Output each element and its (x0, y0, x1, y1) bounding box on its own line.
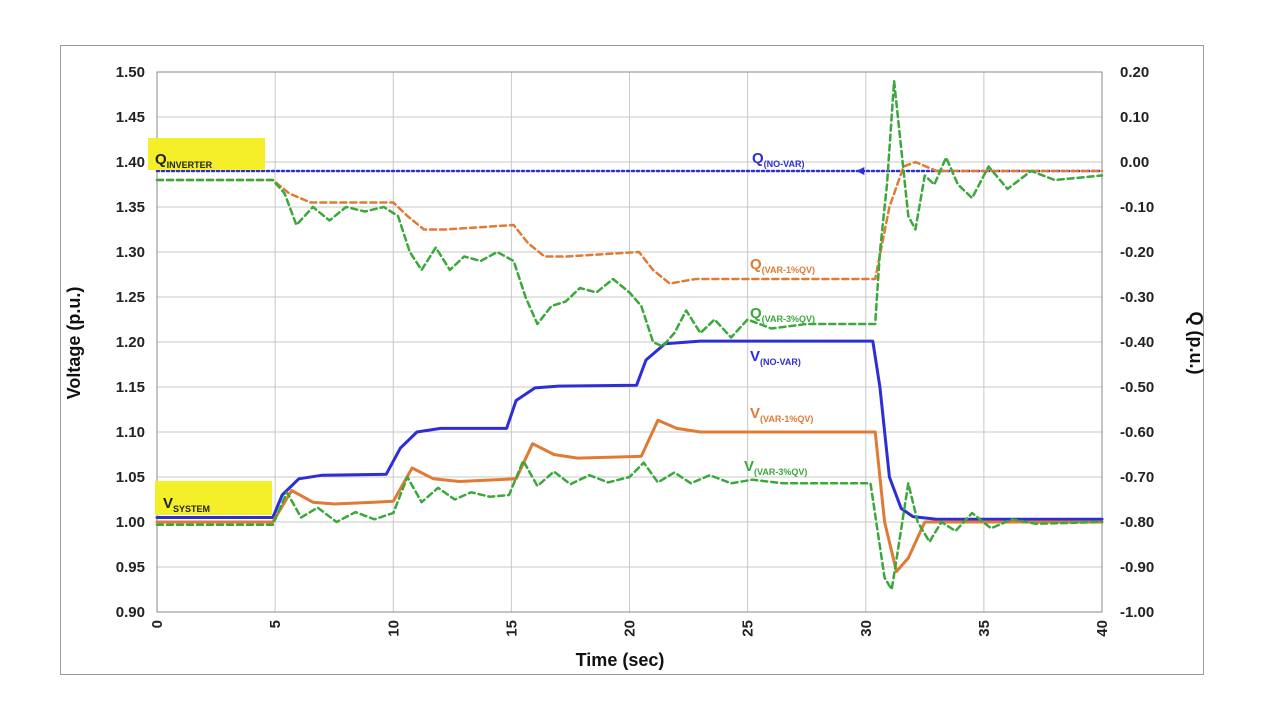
x-tick-label: 20 (622, 620, 639, 637)
x-tick-label: 10 (385, 620, 402, 637)
x-tick-label: 15 (503, 620, 520, 637)
x-tick-label: 30 (858, 620, 875, 637)
label-subscript: (NO-VAR) (764, 159, 805, 169)
x-tick-label: 25 (740, 620, 757, 637)
label-text: V(NO-VAR) (750, 348, 801, 367)
label-highlight (148, 138, 265, 170)
series-line-q-var-1-qv (155, 160, 1104, 285)
label-main: V (750, 405, 760, 422)
label-q-var1: Q(VAR-1%QV) (750, 256, 815, 275)
y-axis-title: Voltage (p.u.) (64, 287, 84, 400)
x-tick-label: 5 (267, 620, 284, 628)
series-lines (155, 79, 1104, 591)
annotations: QINVERTERVSYSTEMQ(NO-VAR)Q(VAR-1%QV)Q(VA… (148, 138, 815, 515)
x-tick-label: 40 (1094, 620, 1111, 637)
label-main: Q (750, 305, 762, 322)
label-subscript: (VAR-3%QV) (762, 314, 815, 324)
y2-tick-label: -0.10 (1120, 199, 1154, 216)
y-tick-label: 1.00 (116, 514, 145, 531)
grid (156, 71, 1103, 613)
label-v-var1: V(VAR-1%QV) (750, 405, 813, 424)
y-tick-label: 1.50 (116, 64, 145, 81)
label-q-novar: Q(NO-VAR) (752, 150, 805, 169)
y2-tick-label: -0.30 (1120, 289, 1154, 306)
label-highlight (155, 481, 272, 515)
label-main: Q (155, 151, 167, 168)
tick-labels: 0.90 0.95 1.00 1.05 1.10 1.15 1.20 1.25 1.30 1.35… (116, 64, 1154, 637)
label-v-novar: V(NO-VAR) (750, 348, 801, 367)
y-tick-label: 1.15 (116, 379, 145, 396)
label-subscript: INVERTER (167, 160, 213, 170)
x-tick-label: 0 (149, 620, 166, 628)
y-tick-label: 1.25 (116, 289, 145, 306)
y2-tick-label: -0.40 (1120, 334, 1154, 351)
x-axis-title: Time (sec) (576, 650, 665, 670)
series-line-v-no-var (155, 339, 1104, 521)
label-q-inverter: QINVERTER (148, 138, 265, 170)
y-tick-label: 0.95 (116, 559, 145, 576)
label-main: Q (750, 256, 762, 273)
y-tick-label: 1.20 (116, 334, 145, 351)
label-q-var3: Q(VAR-3%QV) (750, 305, 815, 324)
label-text: V(VAR-3%QV) (744, 458, 807, 477)
label-v-system: VSYSTEM (155, 481, 272, 515)
plot-area (156, 71, 1103, 613)
y2-tick-label: -0.50 (1120, 379, 1154, 396)
y-tick-label: 1.05 (116, 469, 145, 486)
y2-tick-label: 0.10 (1120, 109, 1149, 126)
series-line-v-var-1-qv (155, 418, 1104, 573)
label-text: Q(VAR-1%QV) (750, 256, 815, 275)
y2-tick-label: -0.20 (1120, 244, 1154, 261)
y2-tick-label: -0.70 (1120, 469, 1154, 486)
label-text: VSYSTEM (163, 495, 210, 514)
y2-tick-label: -1.00 (1120, 604, 1154, 621)
label-main: V (744, 458, 754, 475)
series-line-v-var-3-qv (155, 459, 1104, 591)
label-subscript: (NO-VAR) (760, 357, 801, 367)
y2-tick-label: -0.60 (1120, 424, 1154, 441)
label-text: Q(VAR-3%QV) (750, 305, 815, 324)
label-subscript: (VAR-1%QV) (762, 265, 815, 275)
y2-tick-label: 0.00 (1120, 154, 1149, 171)
label-subscript: (VAR-1%QV) (760, 414, 813, 424)
label-text: QINVERTER (155, 151, 213, 170)
y2-tick-label: -0.80 (1120, 514, 1154, 531)
label-text: Q(NO-VAR) (752, 150, 805, 169)
label-v-var3: V(VAR-3%QV) (744, 458, 807, 477)
y2-tick-label: -0.90 (1120, 559, 1154, 576)
label-text: V(VAR-1%QV) (750, 405, 813, 424)
y2-tick-label: 0.20 (1120, 64, 1149, 81)
y-tick-label: 1.35 (116, 199, 145, 216)
label-subscript: (VAR-3%QV) (754, 467, 807, 477)
y-tick-label: 1.10 (116, 424, 145, 441)
label-main: V (750, 348, 760, 365)
y-tick-label: 1.30 (116, 244, 145, 261)
x-tick-label: 35 (976, 620, 993, 637)
y-tick-label: 1.45 (116, 109, 145, 126)
y-tick-label: 0.90 (116, 604, 145, 621)
y2-axis-title: Q (p.u.) (1186, 312, 1206, 375)
label-main: V (163, 495, 173, 512)
label-main: Q (752, 150, 764, 167)
y-tick-label: 1.40 (116, 154, 145, 171)
arrow-icon (856, 167, 865, 175)
label-subscript: SYSTEM (173, 504, 210, 514)
